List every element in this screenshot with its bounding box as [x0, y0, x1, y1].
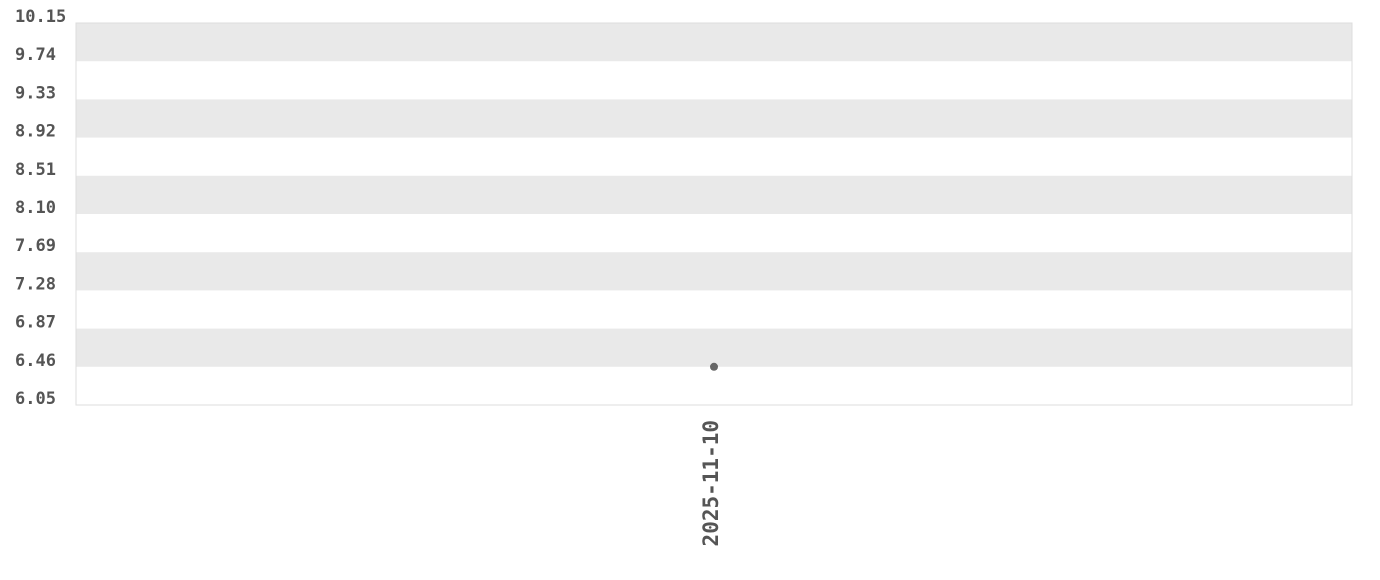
- y-tick-label: 9.33: [15, 83, 56, 103]
- y-tick-label: 8.10: [15, 198, 56, 218]
- plot-border: [75, 22, 1353, 406]
- grid-band: [76, 99, 1352, 138]
- y-tick-label: 9.74: [15, 45, 56, 65]
- y-tick-label: 7.69: [15, 236, 56, 256]
- grid-band: [76, 328, 1352, 367]
- grid-band: [76, 175, 1352, 214]
- grid-bands: [76, 23, 1352, 367]
- y-tick-label: 8.92: [15, 122, 56, 142]
- y-tick-label: 6.87: [15, 313, 56, 333]
- data-points: [710, 362, 718, 371]
- data-point[interactable]: [710, 362, 718, 371]
- y-tick-label: 10.15: [15, 7, 66, 27]
- grid-band: [76, 252, 1352, 291]
- y-tick-label: 7.28: [15, 274, 56, 294]
- y-axis: 10.15 9.74 9.33 8.92 8.51 8.10 7.69 7.28 6.87 6.4…: [15, 7, 66, 409]
- x-axis: 2025-11-10: [699, 420, 723, 546]
- y-tick-label: 6.46: [15, 351, 56, 371]
- grid-band: [76, 23, 1352, 62]
- y-tick-label: 8.51: [15, 160, 56, 180]
- y-tick-label: 6.05: [15, 389, 56, 409]
- x-tick-label: 2025-11-10: [699, 420, 723, 546]
